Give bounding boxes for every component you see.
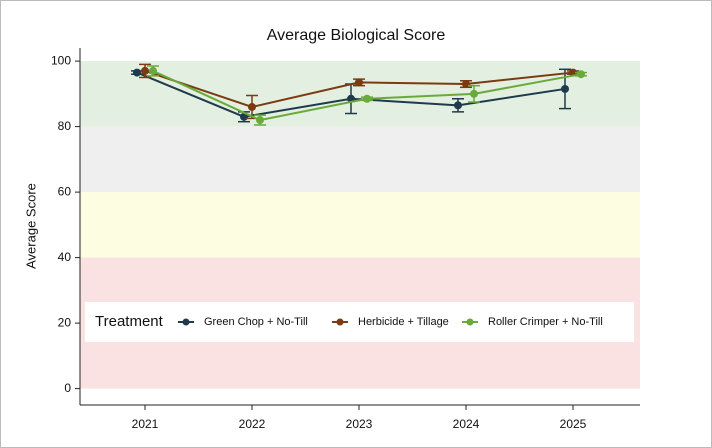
legend-label: Roller Crimper + No-Till [488,316,603,328]
y-tick-label: 40 [58,250,72,264]
y-tick-label: 0 [64,381,71,395]
y-tick-label: 80 [58,119,72,133]
point [141,66,149,75]
chart-title: Average Biological Score [267,27,446,44]
y-tick-label: 60 [58,184,72,198]
band [80,126,640,193]
point [577,70,585,79]
point [454,101,462,110]
y-tick-label: 100 [51,53,71,67]
point [470,89,478,98]
point [149,66,157,75]
legend-dot [182,318,190,326]
x-tick-label: 2024 [453,417,480,431]
point [462,80,470,89]
legend-dot [336,318,344,326]
y-axis-title: Average Score [23,183,38,269]
point [133,68,141,77]
y-tick-label: 20 [58,315,72,329]
legend-dot [466,318,474,326]
x-tick-label: 2025 [560,417,587,431]
point [355,78,363,87]
x-tick-label: 2021 [132,417,159,431]
legend-box [85,302,634,342]
x-tick-label: 2022 [239,417,266,431]
legend-label: Herbicide + Tillage [358,316,449,328]
point [363,94,371,103]
band [80,61,640,127]
point [256,116,264,125]
band [80,192,640,258]
legend-title: Treatment [95,313,164,330]
point [561,84,569,93]
x-tick-label: 2023 [346,417,373,431]
point [248,102,256,111]
legend-label: Green Chop + No-Till [204,316,308,328]
